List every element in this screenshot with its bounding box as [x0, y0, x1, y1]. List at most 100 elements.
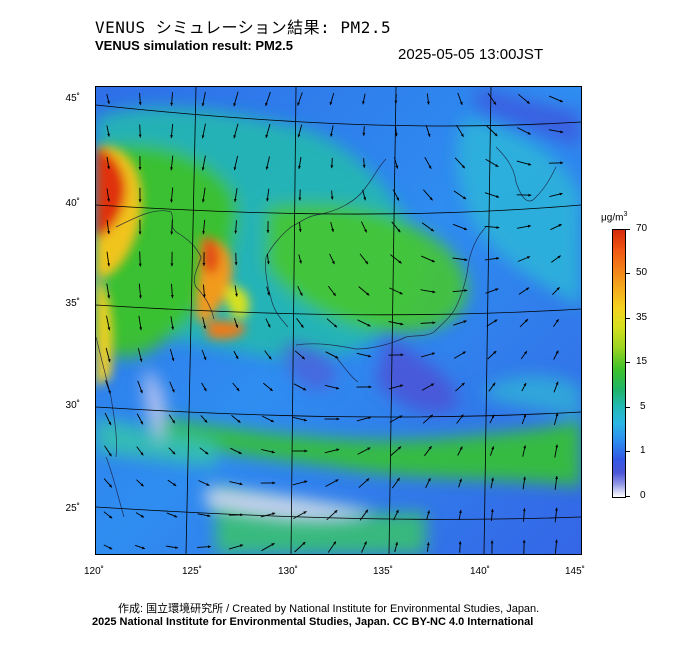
- wind-arrow-head: [268, 356, 272, 360]
- high-concentration-areas: [96, 146, 250, 387]
- wind-arrow-head: [432, 290, 436, 294]
- wind-arrow-head: [107, 100, 110, 104]
- wind-arrow-head: [233, 167, 237, 171]
- wind-arrow-head: [399, 291, 403, 295]
- wind-arrow-head: [527, 131, 531, 135]
- lat-label-35: 35˚: [65, 298, 80, 309]
- wind-arrow-head: [459, 101, 463, 105]
- wind-arrow-head: [299, 292, 303, 296]
- wind-arrow-head: [493, 101, 496, 105]
- lon-label-145: 145˚: [565, 566, 586, 577]
- wind-arrow-head: [362, 164, 366, 168]
- wind-arrow-head: [298, 228, 302, 232]
- wind-arrow-head: [523, 382, 527, 387]
- wind-arrow-head: [496, 257, 500, 260]
- wind-arrow-head: [494, 133, 498, 136]
- wind-arrow-head: [107, 327, 111, 331]
- wind-arrow-head: [107, 231, 110, 234]
- wind-arrow-head: [429, 414, 433, 418]
- wind-arrow-head: [139, 295, 142, 299]
- wind-arrow-head: [203, 388, 207, 392]
- colorbar-label-1: 1: [640, 445, 646, 456]
- wind-arrow-head: [524, 351, 527, 355]
- wind-arrow-head: [555, 444, 559, 448]
- lon-label-125: 125˚: [182, 566, 203, 577]
- wind-arrow-head: [398, 260, 402, 264]
- wind-arrow-head: [555, 350, 559, 354]
- wind-arrow-head: [267, 292, 270, 296]
- wind-arrow-head: [331, 260, 335, 265]
- wind-arrow-head: [299, 260, 302, 264]
- wind-arrow-head: [239, 482, 243, 486]
- wind-arrow-head: [333, 541, 336, 545]
- wind-arrow-head: [523, 445, 527, 449]
- wind-arrow-head: [138, 102, 142, 105]
- low-concentration-areas: [144, 87, 581, 522]
- wind-arrow-head: [271, 543, 275, 546]
- wind-arrow-head: [203, 325, 207, 329]
- wind-arrow-head: [138, 231, 142, 235]
- wind-arrow-head: [336, 448, 340, 452]
- wind-arrow-head: [491, 477, 494, 481]
- wind-arrow-head: [202, 294, 206, 298]
- wind-arrow-head: [427, 133, 431, 137]
- colorbar-label-50: 50: [636, 267, 648, 278]
- wind-arrow-head: [304, 449, 308, 453]
- colorbar-label-35: 35: [636, 312, 648, 323]
- wind-arrow-head: [332, 292, 336, 296]
- wind-arrow-head: [491, 446, 494, 450]
- wind-arrow-head: [400, 322, 404, 326]
- wind-arrow-head: [336, 417, 340, 421]
- wind-arrow-head: [398, 446, 402, 450]
- wind-arrow-head: [365, 509, 368, 513]
- wind-arrow-head: [368, 416, 372, 420]
- wind-arrow-head: [462, 351, 466, 355]
- wind-arrow-head: [522, 539, 526, 543]
- wind-arrow-head: [107, 359, 111, 363]
- wind-arrow-head: [205, 451, 209, 455]
- wind-arrow-head: [461, 382, 465, 386]
- wind-arrow-head: [301, 356, 305, 360]
- wind-arrow-head: [555, 539, 558, 543]
- wind-arrow-head: [139, 358, 143, 362]
- wind-arrow-head: [138, 167, 142, 170]
- wind-arrow-head: [430, 228, 434, 232]
- wind-arrow-head: [108, 453, 112, 457]
- wind-arrow-head: [362, 132, 366, 136]
- wind-arrow-head: [303, 418, 307, 422]
- wind-arrow-head: [557, 255, 561, 259]
- colorbar-tick: [625, 318, 630, 319]
- wind-arrow-head: [395, 165, 399, 169]
- wind-arrow-head: [396, 477, 400, 482]
- wind-arrow-head: [175, 546, 179, 549]
- wind-arrow-head: [302, 542, 306, 545]
- wind-arrow-head: [426, 542, 430, 546]
- colorbar-tick: [625, 451, 630, 452]
- colorbar-tick: [625, 496, 630, 497]
- wind-arrow-head: [362, 101, 365, 105]
- wind-arrow-head: [335, 479, 339, 483]
- wind-arrow-head: [140, 421, 143, 425]
- wind-arrow-head: [297, 134, 301, 138]
- lat-label-45: 45˚: [65, 93, 80, 104]
- wind-arrow-head: [204, 419, 208, 423]
- wind-arrow-head: [170, 135, 173, 139]
- wind-arrow-head: [138, 134, 142, 138]
- wind-arrow-head: [201, 167, 205, 171]
- wind-arrow-head: [335, 355, 339, 359]
- wind-arrow-head: [140, 452, 144, 456]
- wind-arrow-head: [460, 414, 464, 418]
- timestamp: 2025-05-05 13:00JST: [398, 46, 544, 63]
- colorbar-label-0: 0: [640, 490, 646, 501]
- wind-arrow-head: [431, 352, 435, 356]
- concentration-field: [96, 107, 581, 554]
- wind-arrow-head: [298, 165, 301, 169]
- wind-arrow-head: [171, 326, 175, 330]
- graticule: [96, 87, 581, 554]
- wind-arrow-head: [201, 103, 205, 107]
- wind-arrow-head: [272, 512, 276, 516]
- wind-arrow-head: [206, 483, 210, 486]
- wind-arrow-head: [395, 542, 398, 546]
- wind-arrow-head: [170, 167, 173, 171]
- wind-arrow-head: [267, 324, 271, 328]
